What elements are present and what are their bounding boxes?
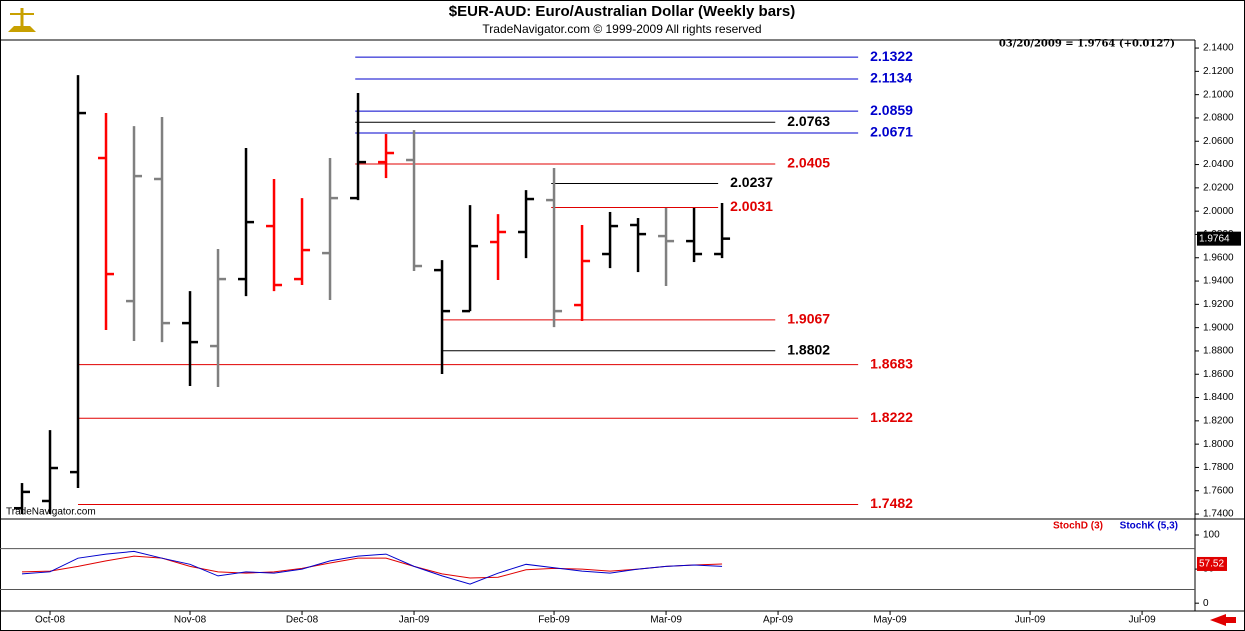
y-tick-label: 2.1000 xyxy=(1203,89,1234,100)
y-tick-label: 2.1400 xyxy=(1203,43,1234,54)
level-label: 1.9067 xyxy=(787,311,830,327)
x-tick-label: Dec-08 xyxy=(286,615,319,626)
info-label: 03/20/2009 = 1.9764 (+0.0127) xyxy=(999,39,1175,50)
y-tick-label: 1.8000 xyxy=(1203,439,1234,450)
level-label: 2.0031 xyxy=(730,198,773,214)
last-price-box xyxy=(1197,231,1241,246)
level-label: 2.0237 xyxy=(730,174,773,190)
x-tick-label: May-09 xyxy=(873,615,907,626)
y-tick-label: 2.0600 xyxy=(1203,136,1234,147)
y-tick-label: 2.0400 xyxy=(1203,159,1234,170)
stoch-line xyxy=(21,555,723,579)
level-label: 2.1134 xyxy=(870,70,912,86)
legend-label: StochK (5,3) xyxy=(1120,521,1178,532)
y-tick-label: 2.0200 xyxy=(1203,182,1234,193)
x-tick-label: Jul-09 xyxy=(1128,615,1156,626)
y-tick-label: 1.9000 xyxy=(1203,322,1234,333)
x-tick-label: Nov-08 xyxy=(174,615,207,626)
y-tick-label: 1.7800 xyxy=(1203,462,1234,473)
y-tick-label: 1.7600 xyxy=(1203,485,1234,496)
level-label: 1.8222 xyxy=(870,409,913,425)
stoch-line xyxy=(21,550,723,585)
y-tick-label: 1.8600 xyxy=(1203,369,1234,380)
x-tick-label: Apr-09 xyxy=(763,615,793,626)
y-tick-label: 2.1200 xyxy=(1203,66,1234,77)
level-label: 2.0763 xyxy=(787,113,830,129)
level-label: 2.1322 xyxy=(870,48,913,64)
y-tick-label: 1.8400 xyxy=(1203,392,1234,403)
y-tick-label: 1.8200 xyxy=(1203,415,1234,426)
level-label: 1.8683 xyxy=(870,355,913,371)
x-tick-label: Jan-09 xyxy=(399,615,430,626)
level-label: 1.7482 xyxy=(870,495,913,511)
last-price-label: 1.9764 xyxy=(1199,233,1230,244)
chart-subtitle: TradeNavigator.com © 1999-2009 All right… xyxy=(482,22,761,36)
x-tick-label: Mar-09 xyxy=(650,615,682,626)
y-tick-label: 1.9400 xyxy=(1203,276,1234,287)
y-tick-label: 0 xyxy=(1203,598,1209,609)
x-tick-label: Jun-09 xyxy=(1015,615,1046,626)
scroll-arrow[interactable] xyxy=(1210,614,1236,626)
last-value-box xyxy=(1197,556,1227,571)
x-tick-label: Oct-08 xyxy=(35,615,65,626)
level-label: 1.8802 xyxy=(787,341,830,357)
last-value-label: 57.52 xyxy=(1199,559,1224,570)
level-label: 2.0405 xyxy=(787,155,830,171)
legend-label: StochD (3) xyxy=(1053,521,1103,532)
y-tick-label: 2.0000 xyxy=(1203,206,1234,217)
y-tick-label: 100 xyxy=(1203,530,1220,541)
x-tick-label: Feb-09 xyxy=(538,615,570,626)
y-tick-label: 1.9600 xyxy=(1203,252,1234,263)
logo xyxy=(8,8,36,32)
y-tick-label: 2.0800 xyxy=(1203,113,1234,124)
y-tick-label: 1.7400 xyxy=(1203,509,1234,520)
level-label: 2.0859 xyxy=(870,102,913,118)
level-label: 2.0671 xyxy=(870,124,913,140)
y-tick-label: 1.8800 xyxy=(1203,346,1234,357)
chart-title: $EUR-AUD: Euro/Australian Dollar (Weekly… xyxy=(449,3,795,20)
y-tick-label: 1.9200 xyxy=(1203,299,1234,310)
